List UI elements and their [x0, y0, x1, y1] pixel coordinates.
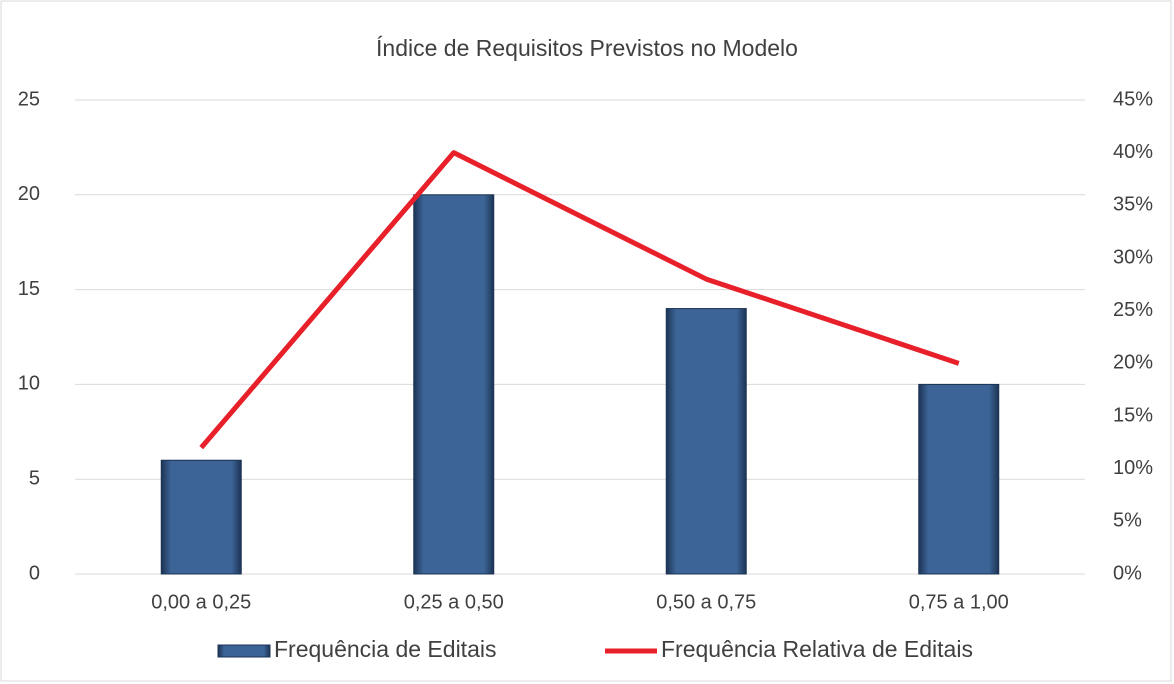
bar: [413, 194, 495, 575]
x-tick-label: 0,50 a 0,75: [656, 591, 756, 613]
y2-tick-label: 35%: [1113, 194, 1153, 216]
y2-tick-label: 30%: [1113, 246, 1153, 268]
y-tick-label: 5: [29, 467, 40, 489]
y-tick-label: 25: [18, 88, 40, 110]
chart-title: Índice de Requisitos Previstos no Modelo: [376, 35, 798, 61]
x-tick-label: 0,00 a 0,25: [151, 591, 251, 613]
y-tick-label: 0: [29, 562, 40, 584]
legend-label: Frequência de Editais: [274, 636, 496, 662]
x-tick-label: 0,25 a 0,50: [404, 591, 504, 613]
bar: [160, 459, 242, 575]
y2-tick-label: 45%: [1113, 88, 1153, 110]
y2-tick-label: 10%: [1113, 457, 1153, 479]
y-tick-label: 10: [18, 373, 40, 395]
y-tick-label: 15: [18, 278, 40, 300]
y2-tick-label: 0%: [1113, 562, 1142, 584]
y2-tick-label: 5%: [1113, 510, 1142, 532]
y2-tick-label: 25%: [1113, 299, 1153, 321]
legend-label: Frequência Relativa de Editais: [661, 636, 973, 662]
legend-swatch: [217, 644, 271, 658]
bar: [665, 308, 747, 575]
x-tick-label: 0,75 a 1,00: [909, 591, 1009, 613]
y-tick-label: 20: [18, 183, 40, 205]
line: [199, 150, 960, 450]
y2-tick-label: 15%: [1113, 404, 1153, 426]
y2-tick-label: 20%: [1113, 352, 1153, 374]
y2-tick-label: 40%: [1113, 141, 1153, 163]
bar: [918, 383, 1000, 575]
